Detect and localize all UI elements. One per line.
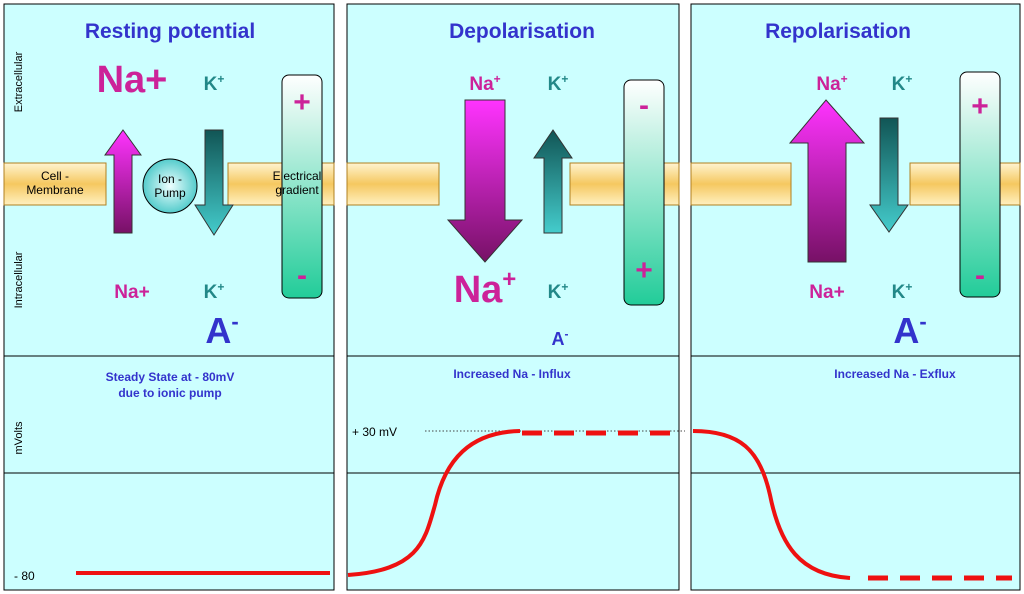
- charge-sign: -: [639, 89, 649, 122]
- text-part: Na: [454, 269, 503, 311]
- ion-label: K+: [204, 280, 225, 303]
- text-part: A: [552, 329, 565, 349]
- text-part: Ion -: [158, 172, 182, 186]
- pump-label: Ion -Pump: [154, 172, 186, 200]
- ion-label: A-: [893, 309, 926, 351]
- charge-sign: +: [293, 86, 311, 119]
- potential-line: [347, 429, 521, 577]
- text-part: +: [561, 72, 568, 86]
- text-part: +: [494, 72, 501, 86]
- na-arrow: [104, 129, 142, 234]
- axis-label: + 30 mV: [352, 425, 397, 439]
- text-part: +: [561, 280, 568, 294]
- text-part: K: [892, 282, 906, 303]
- gradient-bar: [623, 79, 665, 306]
- text-part: -: [565, 327, 569, 341]
- ion-label: Na+: [469, 72, 500, 95]
- text-part: due to ionic pump: [118, 386, 221, 400]
- ion-label: Na+: [816, 72, 847, 95]
- text-part: +: [217, 72, 224, 86]
- panel-title: Repolarisation: [765, 20, 911, 43]
- text-part: K: [892, 74, 906, 95]
- na-arrow: [446, 99, 524, 263]
- text-part: +: [502, 266, 516, 293]
- text-part: K: [548, 282, 562, 303]
- ion-label: K+: [892, 280, 913, 303]
- text-part: Na: [469, 74, 494, 95]
- panel-title: Depolarisation: [449, 20, 595, 43]
- gradient-label: Electrical gradient: [273, 169, 322, 197]
- axis-label: - 80: [14, 569, 35, 583]
- side-label: Extracellular: [13, 51, 25, 112]
- ion-label: Na+: [809, 282, 844, 303]
- gradient-bar: [959, 71, 1001, 298]
- text-part: gradient: [275, 183, 319, 197]
- ion-label: K+: [204, 72, 225, 95]
- text-part: K: [548, 74, 562, 95]
- charge-sign: -: [975, 259, 985, 292]
- ion-label: Na+: [454, 266, 517, 311]
- k-arrow: [533, 129, 573, 234]
- ion-label: A-: [205, 309, 238, 351]
- ion-pump: [142, 158, 198, 214]
- charge-sign: -: [297, 259, 307, 292]
- ion-label: K+: [892, 72, 913, 95]
- ion-label: A-: [552, 327, 569, 349]
- k-arrow: [869, 117, 909, 233]
- text-part: Steady State at - 80mV: [106, 370, 235, 384]
- gradient-bar: [281, 74, 323, 299]
- side-label: mVolts: [13, 421, 25, 455]
- text-part: Electrical: [273, 169, 322, 183]
- text-part: +: [905, 72, 912, 86]
- ion-label: K+: [548, 280, 569, 303]
- text-part: +: [905, 280, 912, 294]
- k-arrow: [194, 129, 234, 236]
- panel: [3, 3, 335, 591]
- text-part: K: [204, 74, 218, 95]
- dividers: [4, 355, 1020, 474]
- ion-label: K+: [548, 72, 569, 95]
- text-part: -: [919, 309, 926, 334]
- ion-label: Na+: [114, 282, 149, 303]
- text-part: Cell -: [41, 169, 69, 183]
- caption: Increased Na - Exflux: [834, 367, 956, 381]
- text-part: Pump: [154, 186, 186, 200]
- charge-sign: +: [971, 90, 989, 123]
- text-part: K: [204, 282, 218, 303]
- text-part: +: [217, 280, 224, 294]
- panel-title: Resting potential: [85, 20, 255, 43]
- potential-line: [692, 429, 851, 580]
- na-arrow: [788, 99, 866, 263]
- charge-sign: +: [635, 254, 653, 287]
- caption: Increased Na - Influx: [453, 367, 571, 381]
- text-part: A: [893, 310, 919, 351]
- text-part: Na: [816, 74, 841, 95]
- text-part: +: [841, 72, 848, 86]
- ion-label: Na+: [97, 59, 168, 101]
- text-part: Membrane: [26, 183, 84, 197]
- caption: Steady State at - 80mV due to ionic pump: [106, 370, 235, 400]
- side-label: Intracellular: [13, 251, 25, 308]
- text-part: A: [205, 310, 231, 351]
- text-part: -: [231, 309, 238, 334]
- membrane-label: Cell -Membrane: [26, 169, 84, 197]
